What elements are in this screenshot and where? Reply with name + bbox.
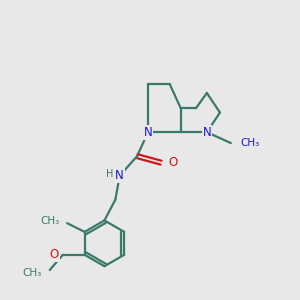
Text: O: O xyxy=(50,248,59,261)
Text: N: N xyxy=(115,169,124,182)
Text: CH₃: CH₃ xyxy=(241,138,260,148)
Text: N: N xyxy=(202,126,211,139)
Text: CH₃: CH₃ xyxy=(40,216,59,226)
Text: CH₃: CH₃ xyxy=(22,268,42,278)
Text: O: O xyxy=(168,156,177,169)
Text: N: N xyxy=(144,126,152,139)
Text: H: H xyxy=(106,169,114,179)
